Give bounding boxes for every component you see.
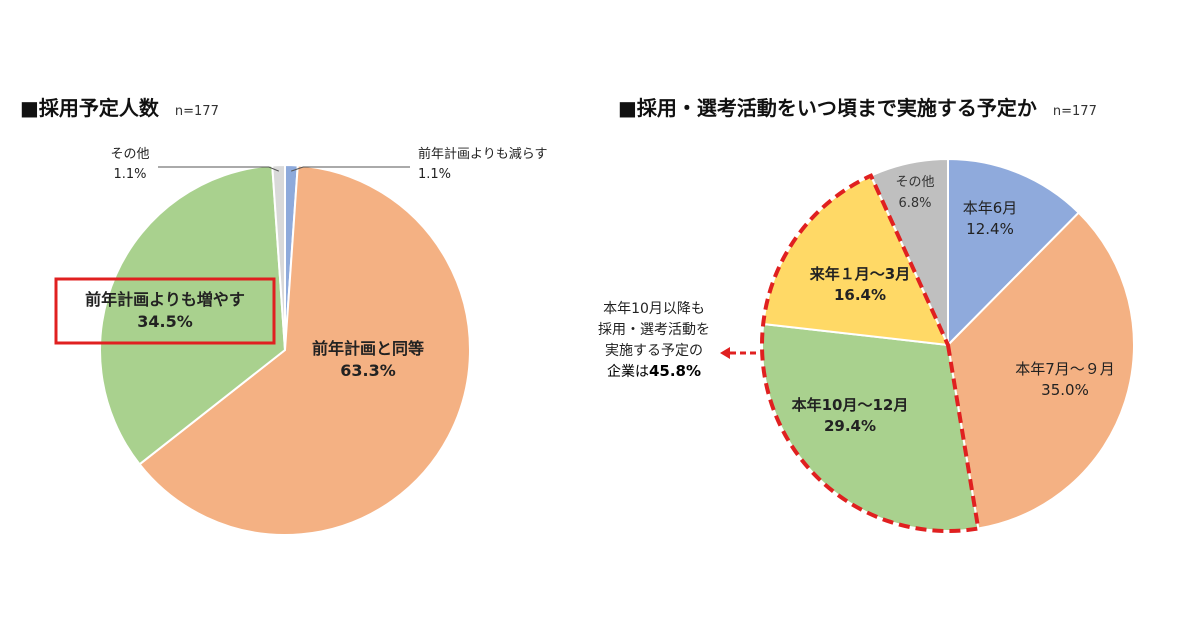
- slice-label: 本年6月 12.4%: [963, 199, 1018, 238]
- pie-chart-recruitment-count: 前年計画よりも減らす 1.1% その他 1.1% 前年計画と同等 63.3% 前年計画よりも…: [54, 146, 547, 536]
- annotation-text: 企業は45.8%: [607, 362, 701, 380]
- annotation-arrow-head: [720, 347, 730, 359]
- pie-slice: [271, 163, 286, 351]
- slice-label: その他 6.8%: [895, 175, 934, 211]
- pie-slice: [947, 157, 1081, 348]
- sample-size: n=177: [174, 104, 219, 119]
- pie-chart-selection-period: 本年6月 12.4% 本年7月～９月 35.0% 本年10月～12月 29.4% 来年１月～…: [598, 157, 1135, 533]
- chart-heading: ■採用・選考活動をいつ頃まで実施する予定か n=177: [618, 92, 1097, 121]
- annotation-text: 本年10月以降も採用・選考活動を実施する予定の: [598, 301, 710, 359]
- chart-title: ■採用予定人数: [20, 96, 159, 120]
- slice-label: 前年計画よりも増やす 34.5%: [85, 290, 245, 331]
- chart-heading: ■採用予定人数 n=177: [20, 92, 219, 121]
- right-chart-panel: ■採用・選考活動をいつ頃まで実施する予定か n=177 本年6月 12.4% 本年7…: [560, 0, 1200, 630]
- slice-label: 前年計画よりも減らす 1.1%: [418, 146, 547, 182]
- pie-slice: [99, 164, 287, 466]
- leader-line: [291, 166, 410, 172]
- sample-size: n=177: [1052, 104, 1097, 119]
- chart-title: ■採用・選考活動をいつ頃まで実施する予定か: [618, 96, 1037, 120]
- leader-line: [158, 166, 280, 172]
- pie-slice: [946, 211, 1135, 530]
- slice-label: 本年10月～12月 29.4%: [792, 396, 909, 435]
- pie-slice: [138, 164, 471, 536]
- highlight-box: [54, 277, 276, 345]
- slice-label: 来年１月～3月 16.4%: [809, 265, 910, 304]
- left-chart-panel: ■採用予定人数 n=177 前年計画よりも減らす 1.1% その他 1.1% 前年計画と…: [0, 0, 560, 630]
- slice-label: その他 1.1%: [110, 147, 149, 182]
- highlight-outline: [759, 173, 981, 533]
- slice-label: 本年7月～９月 35.0%: [1015, 360, 1115, 399]
- slice-label: 前年計画と同等 63.3%: [312, 339, 424, 380]
